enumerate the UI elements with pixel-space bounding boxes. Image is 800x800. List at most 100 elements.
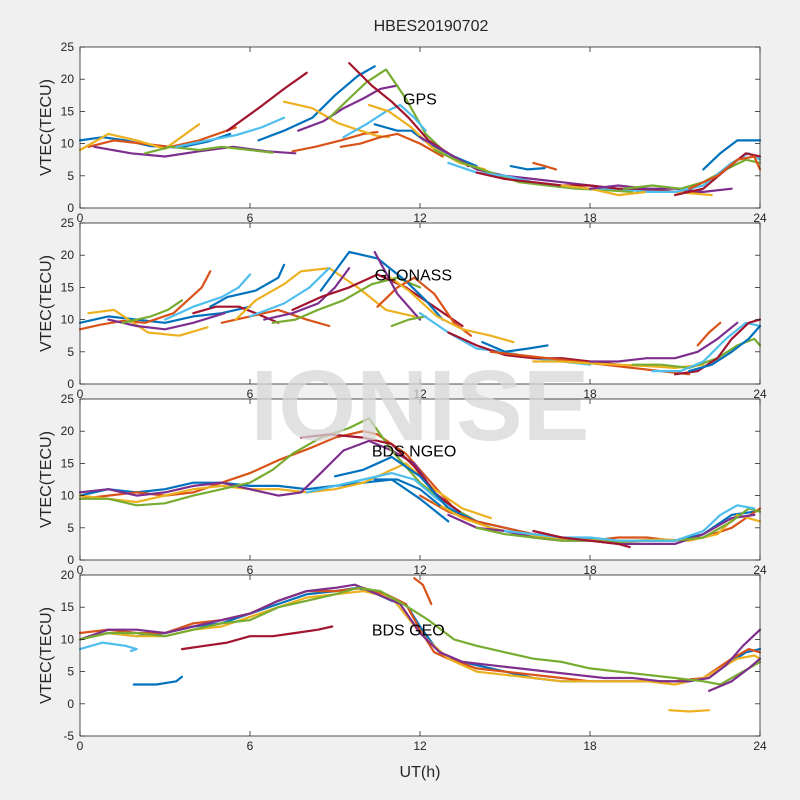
vtec-series-line	[78, 123, 201, 152]
y-tick-label: 5	[67, 169, 74, 183]
vtec-series-line	[78, 583, 762, 683]
plot-area	[80, 399, 760, 560]
x-tick-label: 12	[413, 387, 427, 401]
vtec-series-line	[328, 68, 444, 152]
vtec-series-line	[373, 478, 441, 507]
x-tick-label: 18	[583, 563, 597, 577]
vtec-series-line	[532, 529, 631, 549]
x-tick-label: 18	[583, 211, 597, 225]
vtec-series-line	[688, 324, 762, 373]
vtec-series-line	[297, 84, 399, 132]
x-tick-label: 18	[583, 739, 597, 753]
vtec-series-line	[78, 586, 762, 686]
vtec-series-line	[192, 305, 280, 324]
x-tick-label: 6	[247, 387, 254, 401]
y-tick-label: 25	[61, 392, 75, 406]
vtec-series-line	[481, 341, 549, 353]
panel-annotation: BDS NGEO	[372, 444, 456, 461]
vtec-series-line	[248, 267, 331, 318]
vtec-series-line	[282, 100, 390, 139]
x-tick-label: 6	[247, 211, 254, 225]
x-tick-label: 0	[77, 739, 84, 753]
x-tick-label: 24	[753, 739, 767, 753]
vtec-series-line	[373, 250, 422, 321]
vtec-series-line	[163, 273, 252, 321]
y-tick-label: 10	[61, 137, 75, 151]
x-tick-label: 0	[77, 211, 84, 225]
vtec-series-line	[532, 161, 558, 171]
vtec-series-line	[390, 315, 427, 328]
y-tick-label: 20	[61, 424, 75, 438]
subplot-bds-ngeo: 0 5 10 15 20 25 0 6 12 18 24 VTEC(TECU) BDS NGEO	[38, 392, 767, 577]
x-tick-label: 24	[753, 211, 767, 225]
x-tick-label: 0	[77, 387, 84, 401]
vtec-series-line	[588, 321, 739, 363]
vtec-series-line	[413, 577, 433, 606]
x-tick-label: 0	[77, 563, 84, 577]
figure-title: HBES20190702	[374, 18, 489, 35]
y-tick-label: 20	[61, 72, 75, 86]
y-tick-label: 0	[67, 201, 74, 215]
y-tick-label: 15	[61, 600, 75, 614]
plot-area	[80, 575, 760, 736]
vtec-series-line	[87, 308, 209, 337]
vtec-series-line	[696, 321, 722, 347]
vtec-series-line	[121, 299, 184, 324]
series-group	[78, 62, 762, 197]
y-axis-label: VTEC(TECU)	[38, 79, 55, 176]
y-axis-label: VTEC(TECU)	[38, 607, 55, 704]
y-tick-label: 5	[67, 521, 74, 535]
y-axis-label: VTEC(TECU)	[38, 431, 55, 528]
x-tick-label: 12	[413, 739, 427, 753]
y-tick-label: 20	[61, 248, 75, 262]
vtec-series-line	[175, 116, 286, 148]
y-tick-label: 25	[61, 216, 75, 230]
vtec-series-line	[588, 184, 733, 193]
vtec-series-line	[180, 625, 334, 651]
watermark: IONISE	[251, 350, 590, 462]
vtec-series-line	[234, 267, 416, 321]
vtec-series-line	[509, 165, 546, 171]
vtec-series-line	[220, 308, 331, 328]
vtec-series-line	[702, 139, 762, 171]
x-tick-label: 6	[247, 563, 254, 577]
vtec-series-line	[78, 270, 212, 331]
y-tick-label: 15	[61, 104, 75, 118]
vtec-series-line	[673, 318, 762, 376]
vtec-series-line	[263, 267, 351, 321]
series-group	[78, 577, 762, 713]
vtec-series-line	[319, 250, 444, 321]
series-group	[78, 417, 762, 549]
y-tick-label: 5	[67, 345, 74, 359]
panel-annotation: BDS GEO	[372, 623, 445, 640]
vtec-series-line	[532, 360, 705, 369]
vtec-series-line	[144, 145, 274, 155]
subplot-gps: 0 5 10 15 20 25 0 6 12 18 24 VTEC(TECU) GPS	[38, 40, 767, 225]
y-tick-label: 0	[67, 697, 74, 711]
vtec-series-line	[342, 103, 427, 139]
series-group	[78, 250, 762, 376]
y-tick-label: 15	[61, 456, 75, 470]
y-tick-label: 5	[67, 665, 74, 679]
plot-area	[80, 47, 760, 208]
y-tick-label: -5	[63, 729, 74, 743]
panel-annotation: GPS	[403, 92, 437, 109]
vtec-series-line	[78, 641, 138, 653]
vtec-series-line	[226, 71, 308, 132]
panel-annotation: GLONASS	[375, 268, 452, 285]
y-tick-label: 0	[67, 553, 74, 567]
y-axis-label: VTEC(TECU)	[38, 255, 55, 352]
x-tick-label: 12	[413, 211, 427, 225]
x-tick-label: 12	[413, 563, 427, 577]
y-tick-label: 10	[61, 313, 75, 327]
vtec-series-line	[291, 273, 464, 328]
x-tick-label: 24	[753, 387, 767, 401]
subplot-glonass: 0 5 10 15 20 25 0 6 12 18 24 VTEC(TECU) GLONASS	[38, 216, 767, 401]
vtec-series-line	[209, 263, 286, 308]
y-tick-label: 0	[67, 377, 74, 391]
vtec-series-line	[688, 155, 762, 190]
x-tick-label: 6	[247, 739, 254, 753]
